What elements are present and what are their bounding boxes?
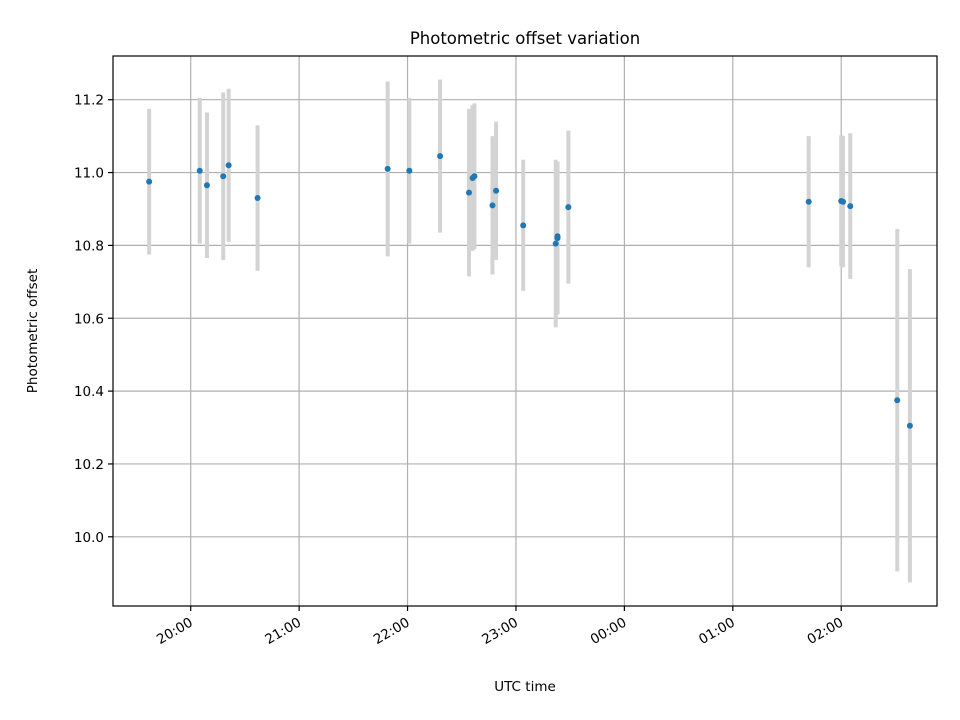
y-tick-label: 10.6	[74, 311, 104, 327]
data-point	[220, 173, 227, 180]
y-tick-label: 11.0	[74, 166, 104, 182]
data-point	[565, 204, 572, 211]
y-tick-label: 10.2	[74, 457, 104, 473]
data-point	[384, 165, 391, 172]
data-point	[471, 173, 478, 180]
data-point	[906, 422, 913, 429]
data-point	[406, 167, 413, 174]
data-point	[489, 202, 496, 209]
data-point	[520, 222, 527, 229]
x-axis-label: UTC time	[494, 679, 556, 695]
data-point	[847, 203, 854, 210]
data-point	[196, 167, 203, 174]
y-axis-label: Photometric offset	[25, 269, 41, 393]
plot-frame	[112, 55, 938, 607]
y-tick-label: 11.2	[74, 93, 104, 109]
y-tick-label: 10.0	[74, 530, 104, 546]
data-point	[493, 187, 500, 194]
data-point	[146, 178, 153, 185]
data-point	[203, 182, 210, 189]
data-point	[805, 198, 812, 205]
data-point	[225, 162, 232, 169]
data-point	[254, 195, 261, 202]
data-point	[554, 233, 561, 240]
y-tick-label: 10.8	[74, 238, 104, 254]
data-point	[894, 397, 901, 404]
y-tick-label: 10.4	[74, 384, 104, 400]
data-point	[437, 153, 444, 160]
data-points	[146, 153, 913, 429]
data-point	[465, 189, 472, 196]
data-point	[840, 198, 847, 205]
y-axis-ticks: 10.0 10.2 10.4 10.6 10.8 11.0 11.2	[74, 93, 113, 546]
chart-title: Photometric offset variation	[410, 29, 640, 48]
data-point	[552, 240, 559, 247]
